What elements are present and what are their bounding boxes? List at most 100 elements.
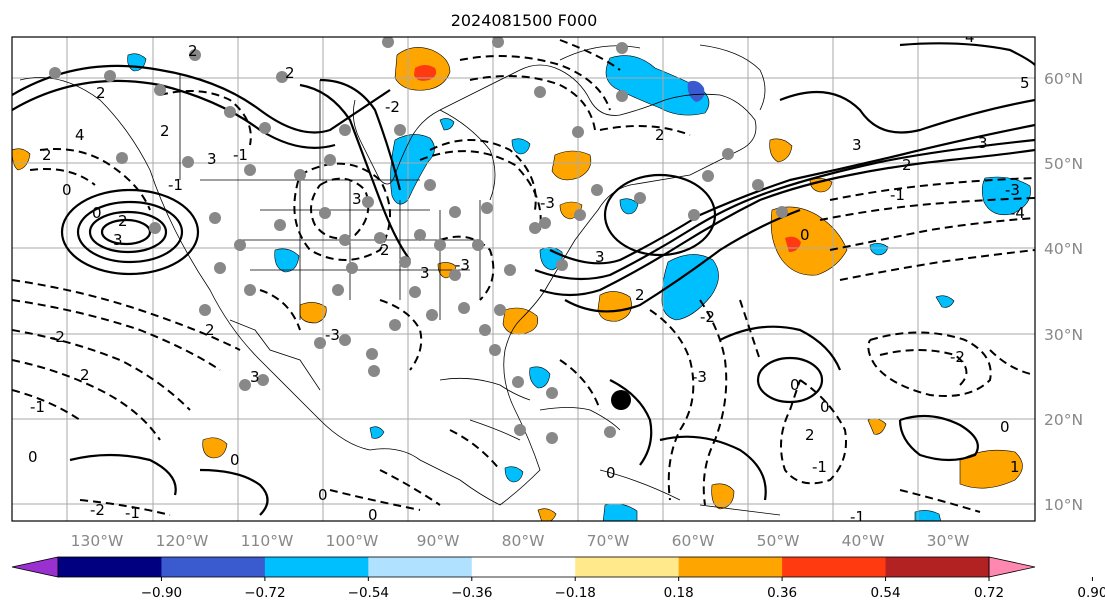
colorbar-segment	[471, 557, 576, 577]
lat-label: 30°N	[1044, 326, 1083, 344]
colorbar-segment	[782, 557, 887, 577]
lon-label: 70°W	[587, 532, 630, 550]
svg-text:3: 3	[978, 134, 988, 152]
svg-text:3: 3	[352, 190, 362, 208]
svg-text:1: 1	[1010, 458, 1020, 476]
colorbar-segment	[58, 557, 162, 577]
colorbar-segment	[885, 557, 990, 577]
lat-label: 40°N	[1044, 240, 1083, 258]
lon-label: 60°W	[672, 532, 715, 550]
station-markers	[49, 37, 788, 444]
svg-text:2: 2	[655, 126, 665, 144]
colorbar-extend-low	[11, 556, 59, 578]
svg-text:0: 0	[790, 376, 800, 394]
svg-text:3: 3	[113, 231, 123, 249]
svg-text:-3: -3	[692, 368, 707, 386]
storm-marker	[611, 390, 631, 410]
svg-text:3: 3	[595, 248, 605, 266]
colorbar-tick-label: 0.36	[767, 585, 797, 601]
colorbar-tick-label: 0.18	[664, 585, 694, 601]
svg-text:-2: -2	[950, 348, 965, 366]
map-border	[11, 36, 1036, 522]
shaded-anomalies	[12, 47, 1031, 521]
colorbar-tick-label: 0.72	[974, 585, 1004, 601]
lon-label: 50°W	[757, 532, 800, 550]
svg-text:-1: -1	[125, 504, 140, 522]
svg-text:-1: -1	[30, 398, 45, 416]
lon-label: 120°W	[156, 532, 209, 550]
svg-text:2: 2	[188, 42, 198, 60]
svg-text:3: 3	[852, 136, 862, 154]
colorbar-segment	[678, 557, 783, 577]
longitude-labels: 130°W 120°W 110°W 100°W 90°W 80°W 70°W 6…	[71, 532, 970, 550]
colorbar-tick-label: −0.36	[451, 585, 492, 601]
svg-text:-1: -1	[850, 508, 865, 526]
svg-text:-3: -3	[325, 326, 340, 344]
lat-label: 50°N	[1044, 155, 1083, 173]
svg-text:0: 0	[318, 486, 328, 504]
svg-text:-1: -1	[812, 458, 827, 476]
svg-text:2: 2	[96, 84, 106, 102]
svg-text:0: 0	[820, 398, 830, 416]
lon-label: 110°W	[241, 532, 294, 550]
lon-label: 90°W	[417, 532, 460, 550]
svg-text:-2: -2	[385, 98, 400, 116]
svg-text:2: 2	[160, 122, 170, 140]
colorbar-segment	[264, 557, 369, 577]
colorbar-tick-label: 0.90	[1077, 585, 1105, 601]
svg-text:-2: -2	[50, 328, 65, 346]
svg-text:-1: -1	[168, 176, 183, 194]
contour-labels: 2 3 0 3 -1 2 0 -1 3 2 3 3 2 3 2 3 0 -1 -…	[28, 28, 1030, 526]
colorbar-frame	[57, 556, 990, 578]
contours-dashed	[12, 39, 1035, 516]
lon-label: 40°W	[842, 532, 885, 550]
svg-text:2: 2	[805, 426, 815, 444]
svg-text:0: 0	[92, 204, 102, 222]
lat-label: 10°N	[1044, 496, 1083, 514]
lat-label: 20°N	[1044, 411, 1083, 429]
svg-text:-3: -3	[540, 194, 555, 212]
colorbar-segment	[368, 557, 473, 577]
svg-text:0: 0	[368, 506, 378, 524]
svg-text:2: 2	[635, 286, 645, 304]
svg-text:3: 3	[207, 150, 217, 168]
colorbar: −0.90 −0.72 −0.54 −0.36 −0.18 0.18 0.36 0.54 0.7…	[11, 556, 1105, 601]
lon-label: 30°W	[927, 532, 970, 550]
svg-text:5: 5	[1020, 74, 1030, 92]
map-area: 2 3 0 3 -1 2 0 -1 3 2 3 3 2 3 2 3 0 -1 -…	[12, 28, 1035, 526]
map-title: 2024081500 F000	[451, 11, 598, 30]
lat-label: 60°N	[1044, 70, 1083, 88]
svg-text:-1: -1	[233, 146, 248, 164]
svg-text:-2: -2	[90, 501, 105, 519]
colorbar-extend-high	[988, 556, 1036, 578]
svg-text:-1: -1	[890, 186, 905, 204]
svg-text:-3: -3	[455, 256, 470, 274]
svg-text:2: 2	[380, 241, 390, 259]
lon-label: 100°W	[326, 532, 379, 550]
svg-text:4: 4	[965, 28, 975, 46]
lon-label: 80°W	[502, 532, 545, 550]
svg-text:2: 2	[902, 156, 912, 174]
svg-text:-2: -2	[700, 308, 715, 326]
svg-text:3: 3	[420, 264, 430, 282]
svg-text:0: 0	[606, 464, 616, 482]
svg-text:2: 2	[285, 64, 295, 82]
colorbar-tick-label: −0.18	[555, 585, 596, 601]
svg-text:4: 4	[75, 126, 85, 144]
svg-text:-4: -4	[1010, 204, 1025, 222]
svg-text:0: 0	[62, 181, 72, 199]
svg-text:2: 2	[118, 212, 128, 230]
colorbar-tick-label: −0.90	[141, 585, 182, 601]
svg-text:0: 0	[28, 448, 38, 466]
colorbar-tick-label: 0.54	[871, 585, 901, 601]
svg-text:2: 2	[80, 366, 90, 384]
svg-text:0: 0	[1000, 418, 1010, 436]
svg-text:-3: -3	[1005, 181, 1020, 199]
colorbar-tick-label: −0.72	[244, 585, 285, 601]
svg-text:0: 0	[230, 451, 240, 469]
svg-text:3: 3	[250, 368, 260, 386]
colorbar-segment	[575, 557, 680, 577]
contours-solid	[12, 42, 1035, 516]
latitude-labels: 60°N 50°N 40°N 30°N 20°N 10°N	[1044, 70, 1083, 514]
